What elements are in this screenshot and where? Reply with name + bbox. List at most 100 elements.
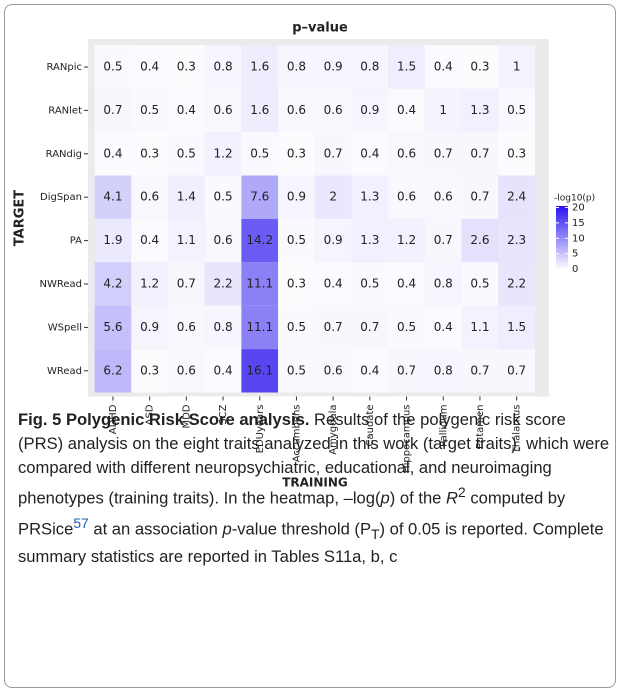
heatmap-cell xyxy=(388,218,425,263)
cell-label: 0.5 xyxy=(360,277,379,291)
heatmap-cell xyxy=(314,132,352,176)
colorbar-segment xyxy=(556,235,568,238)
heatmap-cell xyxy=(314,305,352,350)
colorbar-segment xyxy=(556,251,568,254)
cell-label: 1.6 xyxy=(250,103,269,117)
colorbar-segment xyxy=(556,267,568,270)
heatmap-cell xyxy=(498,305,535,350)
cell-label: 0.4 xyxy=(140,60,159,74)
heatmap-cell xyxy=(94,349,132,393)
heatmap-cell xyxy=(241,88,279,133)
cell-label: 0.6 xyxy=(140,190,159,204)
heatmap-cell xyxy=(241,175,279,219)
heatmap-cell xyxy=(498,45,535,89)
cell-label: 0.5 xyxy=(103,60,122,74)
heatmap-cell xyxy=(388,132,425,176)
cell-label: 1.1 xyxy=(470,320,489,334)
cell-label: 0.4 xyxy=(360,363,379,377)
cell-label: 0.5 xyxy=(470,277,489,291)
cell-label: 0.9 xyxy=(360,103,379,117)
colorbar-tick-label: 10 xyxy=(572,233,585,244)
cell-label: 0.9 xyxy=(287,190,306,204)
heatmap-cell xyxy=(278,305,315,350)
cell-label: 2.2 xyxy=(507,277,526,291)
cell-label: 1.5 xyxy=(507,320,526,334)
x-tick-label: SCZ xyxy=(218,404,229,424)
cell-label: 0.6 xyxy=(397,190,416,204)
heatmap-cell xyxy=(94,305,132,350)
heatmap-cell xyxy=(278,349,315,393)
colorbar-tick-label: 5 xyxy=(572,249,578,260)
cell-label: 1.9 xyxy=(103,233,122,247)
heatmap-cell xyxy=(498,88,535,133)
colorbar-segment xyxy=(556,221,568,224)
colorbar-segment xyxy=(556,228,568,231)
heatmap-cell xyxy=(131,262,168,306)
cell-label: 0.9 xyxy=(324,60,343,74)
heatmap-cell xyxy=(94,262,132,306)
colorbar-segment xyxy=(556,248,568,251)
caption-text: R xyxy=(446,488,458,508)
cell-label: 0.7 xyxy=(470,190,489,204)
cell-label: 0.4 xyxy=(140,233,159,247)
colorbar-segment xyxy=(556,212,568,215)
colorbar-segment xyxy=(556,218,568,221)
heatmap-cell xyxy=(498,262,535,306)
colorbar-segment xyxy=(556,254,568,257)
x-tick-label: MDD xyxy=(181,404,192,428)
heatmap-cell xyxy=(278,88,315,133)
cell-label: 1.3 xyxy=(360,233,379,247)
cell-label: 0.3 xyxy=(140,363,159,377)
cell-label: 0.4 xyxy=(324,277,343,291)
heatmap-cell xyxy=(241,349,279,393)
colorbar-segment xyxy=(556,207,568,210)
caption: Fig. 5 Polygenic Risk Score analysis. Re… xyxy=(18,408,610,569)
cell-label: 0.7 xyxy=(434,146,453,160)
cell-label: 0.4 xyxy=(434,320,453,334)
cell-label: 1.2 xyxy=(140,277,159,291)
colorbar-segment xyxy=(556,265,568,268)
colorbar-tick-label: 20 xyxy=(572,203,585,214)
x-tick-label: ADHD xyxy=(108,404,119,434)
cell-label: 2.6 xyxy=(470,233,489,247)
heatmap-cell xyxy=(424,349,462,393)
cell-label: 0.8 xyxy=(360,60,379,74)
colorbar-segment xyxy=(556,226,568,229)
cell-label: 16.1 xyxy=(246,363,273,377)
cell-label: 0.3 xyxy=(140,146,159,160)
caption-text: at an association xyxy=(88,519,223,539)
cell-label: 0.8 xyxy=(214,60,233,74)
heatmap-cell xyxy=(424,262,462,306)
cell-label: 1.2 xyxy=(397,233,416,247)
cell-label: 0.7 xyxy=(434,233,453,247)
heatmap-cell xyxy=(131,305,168,350)
y-tick-label: DigSpan xyxy=(40,192,82,203)
colorbar-segment xyxy=(556,262,568,265)
cell-label: 0.3 xyxy=(177,60,196,74)
x-tick-label: Amygdala xyxy=(328,405,339,455)
cell-label: 4.2 xyxy=(103,277,122,291)
heatmap-cell xyxy=(168,305,205,350)
cell-label: 0.4 xyxy=(360,146,379,160)
heatmap-cell xyxy=(94,218,132,263)
heatmap-cell xyxy=(461,132,499,176)
heatmap-cell xyxy=(498,132,535,176)
heatmap-cell xyxy=(461,45,499,89)
heatmap-cell xyxy=(278,45,315,89)
heatmap-cell xyxy=(498,349,535,393)
heatmap-cell xyxy=(461,349,499,393)
caption-text: 2 xyxy=(458,484,466,500)
cell-label: 0.4 xyxy=(434,60,453,74)
heatmap-cell xyxy=(94,45,132,89)
heatmap-cell xyxy=(278,132,315,176)
cell-label: 0.6 xyxy=(177,363,196,377)
cell-label: 0.8 xyxy=(434,277,453,291)
heatmap-cell xyxy=(241,262,279,306)
x-tick-label: Putamen xyxy=(475,405,486,449)
heatmap-cell xyxy=(424,88,462,133)
cell-label: 0.7 xyxy=(470,363,489,377)
caption-text: -value threshold (P xyxy=(231,519,372,539)
colorbar-segment xyxy=(556,232,568,235)
caption-reference[interactable]: 57 xyxy=(73,514,89,531)
